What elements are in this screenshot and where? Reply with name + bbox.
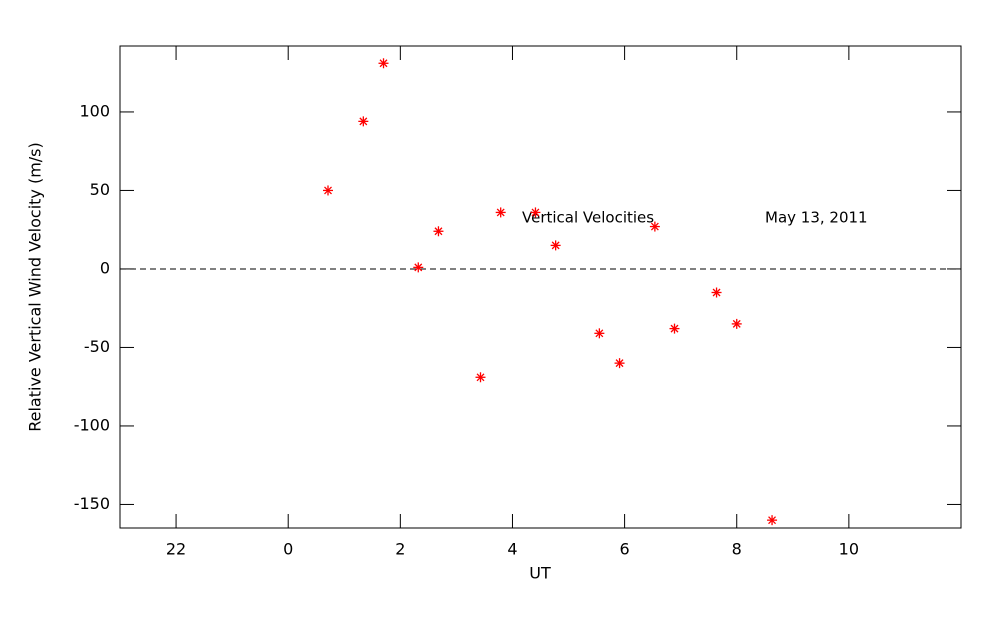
y-tick-label: -50: [84, 337, 110, 356]
point: [614, 358, 625, 369]
y-tick-label: -150: [74, 494, 110, 513]
point: [433, 226, 444, 237]
y-tick-label: 100: [79, 101, 110, 120]
point: [669, 323, 680, 334]
x-tick-label: 22: [166, 540, 186, 559]
point: [731, 318, 742, 329]
x-tick-label: 0: [283, 540, 293, 559]
point-stroke: [670, 324, 679, 333]
point-stroke: [379, 59, 388, 68]
annotation: Vertical Velocities: [522, 209, 654, 227]
y-tick-label: 50: [90, 180, 110, 199]
point: [530, 207, 541, 218]
y-axis-label: Relative Vertical Wind Velocity (m/s): [26, 142, 45, 432]
point-stroke: [531, 208, 540, 217]
x-axis-label: UT: [529, 564, 551, 583]
point-stroke: [732, 319, 741, 328]
annotation: May 13, 2011: [765, 209, 868, 227]
x-tick-label: 4: [507, 540, 517, 559]
point-stroke: [476, 373, 485, 382]
x-tick-label: 8: [732, 540, 742, 559]
y-tick-label: 0: [100, 258, 110, 277]
x-tick-label: 6: [620, 540, 630, 559]
point: [767, 515, 778, 526]
point: [495, 207, 506, 218]
point-stroke: [496, 208, 505, 217]
point-stroke: [359, 117, 368, 126]
point: [358, 116, 369, 127]
point-stroke: [434, 227, 443, 236]
point: [323, 185, 334, 196]
point: [413, 262, 424, 273]
point-stroke: [615, 359, 624, 368]
point: [378, 58, 389, 69]
point-stroke: [414, 263, 423, 272]
point-stroke: [595, 329, 604, 338]
plot-frame: [119, 45, 962, 529]
point-stroke: [768, 516, 777, 525]
point-stroke: [712, 288, 721, 297]
point: [475, 372, 486, 383]
point: [711, 287, 722, 298]
point-stroke: [650, 222, 659, 231]
point: [550, 240, 561, 251]
point-stroke: [324, 186, 332, 195]
point: [649, 221, 660, 232]
x-tick-label: 10: [839, 540, 859, 559]
y-tick-label: -100: [74, 415, 110, 434]
point-stroke: [551, 241, 560, 250]
x-tick-label: 2: [395, 540, 405, 559]
point: [594, 328, 605, 339]
